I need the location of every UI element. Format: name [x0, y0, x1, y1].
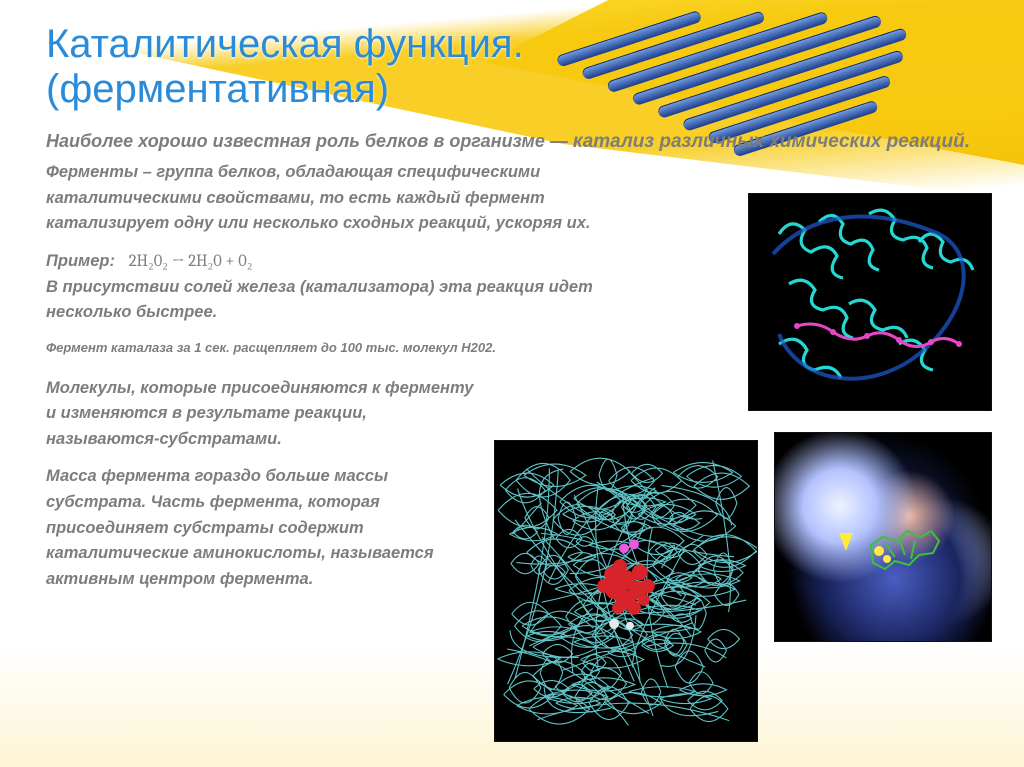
- lead-emph: катализ различных химических реакций.: [573, 131, 970, 152]
- example-label: Пример:: [46, 252, 115, 270]
- example-tail: В присутствии солей железа (катализатора…: [46, 278, 593, 322]
- lead-sentence: Наиболее хорошо известная роль белков в …: [46, 130, 996, 155]
- molecular-surface-image: [774, 432, 992, 642]
- slide-title: Каталитическая функция. (ферментативная): [46, 22, 766, 112]
- title-line-2: (ферментативная): [46, 67, 389, 111]
- arrow-icon: [839, 533, 853, 551]
- enzymes-definition: Ферменты – группа белков, обладающая спе…: [46, 160, 606, 237]
- substrates-definition: Молекулы, которые присоединяются к ферме…: [46, 376, 476, 453]
- ribbon-svg: [749, 194, 992, 411]
- active-site-definition: Масса фермента гораздо больше массы субс…: [46, 464, 476, 592]
- catalase-note: Фермент каталаза за 1 сек. расщепляет до…: [46, 338, 606, 358]
- reaction-formula: 2H₂0₂ → 2H₂0 + 0₂: [129, 252, 253, 271]
- protein-ribbon-image: [748, 193, 992, 411]
- title-line-1: Каталитическая функция.: [46, 22, 524, 66]
- example-block: Пример: 2H₂0₂ → 2H₂0 + 0₂ В присутствии …: [46, 249, 606, 326]
- enzyme-mesh-image: [494, 440, 758, 742]
- ligand-overlay: [775, 433, 992, 642]
- lead-prefix: Наиболее хорошо известная роль белков в …: [46, 131, 573, 151]
- mesh-svg: [495, 441, 757, 741]
